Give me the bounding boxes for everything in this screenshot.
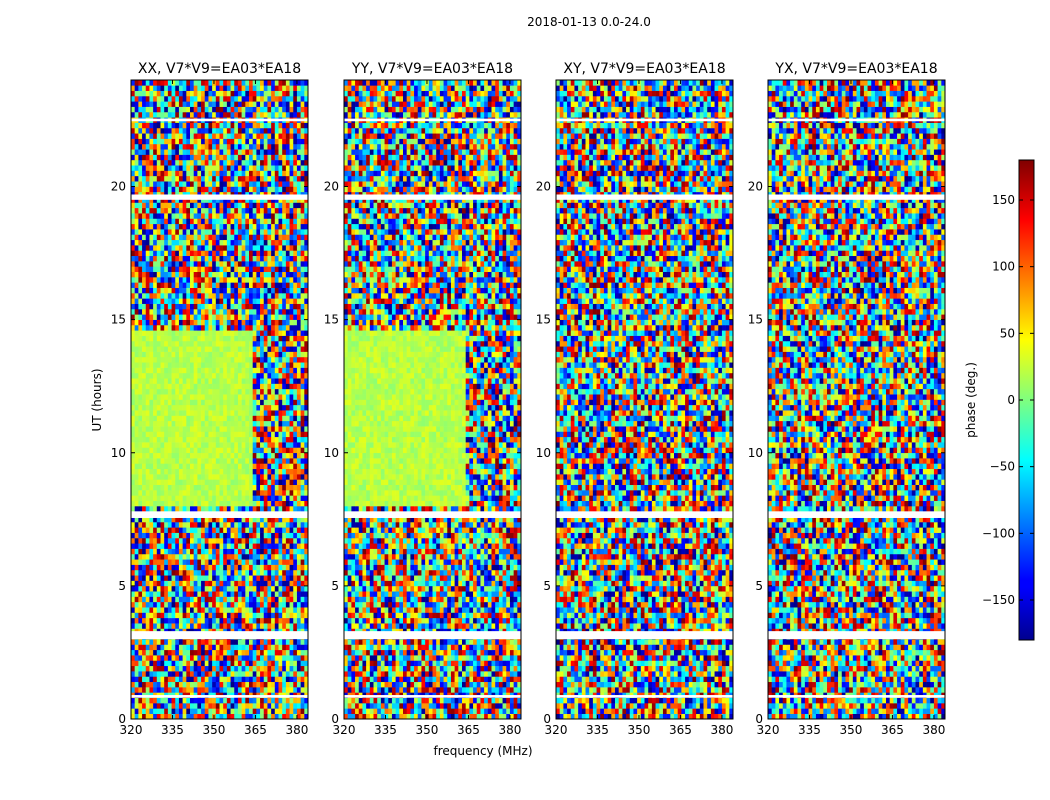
y-tick-label: 0 xyxy=(543,712,551,726)
panel-title: YY, V7*V9=EA03*EA18 xyxy=(351,61,513,77)
flagged-band xyxy=(344,695,521,698)
colorbar-tick-label: 100 xyxy=(992,260,1015,274)
y-tick-label: 5 xyxy=(118,579,126,593)
y-tick-label: 10 xyxy=(536,446,551,460)
colorbar-tick-label: 0 xyxy=(1007,393,1015,407)
x-tick-label: 335 xyxy=(161,723,184,737)
y-tick-label: 0 xyxy=(755,712,763,726)
flagged-band xyxy=(344,194,521,199)
y-tick-label: 5 xyxy=(755,579,763,593)
y-tick-label: 0 xyxy=(331,712,339,726)
flagged-band xyxy=(131,194,308,199)
y-tick-label: 20 xyxy=(324,180,339,194)
x-tick-label: 380 xyxy=(710,723,733,737)
flagged-band xyxy=(768,194,945,199)
y-tick-label: 10 xyxy=(748,446,763,460)
y-tick-label: 15 xyxy=(324,313,339,327)
y-tick-label: 10 xyxy=(111,446,126,460)
panel-title: YX, V7*V9=EA03*EA18 xyxy=(774,61,937,77)
flagged-band xyxy=(344,511,521,518)
colorbar-tick-label: 150 xyxy=(992,193,1015,207)
y-tick-label: 5 xyxy=(543,579,551,593)
x-tick-label: 365 xyxy=(669,723,692,737)
x-tick-label: 350 xyxy=(628,723,651,737)
flagged-band xyxy=(344,119,521,122)
x-tick-label: 380 xyxy=(498,723,521,737)
y-tick-label: 0 xyxy=(118,712,126,726)
x-tick-label: 350 xyxy=(203,723,226,737)
flagged-band xyxy=(768,631,945,639)
flagged-band xyxy=(556,194,733,199)
x-tick-label: 380 xyxy=(285,723,308,737)
flagged-band xyxy=(131,631,308,639)
flagged-band xyxy=(768,511,945,518)
x-tick-label: 335 xyxy=(586,723,609,737)
figure-suptitle: 2018-01-13 0.0-24.0 xyxy=(527,15,651,29)
colorbar-tick-label: −50 xyxy=(990,460,1015,474)
flagged-band xyxy=(131,511,308,518)
flagged-band xyxy=(131,119,308,122)
flagged-band xyxy=(556,511,733,518)
x-tick-label: 365 xyxy=(244,723,267,737)
colorbar-tick-label: −100 xyxy=(982,526,1015,540)
x-tick-label: 380 xyxy=(922,723,945,737)
flagged-band xyxy=(344,631,521,639)
x-tick-label: 350 xyxy=(840,723,863,737)
flagged-band xyxy=(131,695,308,698)
y-tick-label: 20 xyxy=(536,180,551,194)
phase-heatmap xyxy=(768,80,945,719)
colorbar-tick-label: −150 xyxy=(982,593,1015,607)
x-tick-label: 335 xyxy=(798,723,821,737)
x-tick-label: 335 xyxy=(374,723,397,737)
x-axis-label: frequency (MHz) xyxy=(433,744,532,758)
panel-title: XY, V7*V9=EA03*EA18 xyxy=(563,61,725,77)
phase-heatmap xyxy=(344,80,521,719)
y-tick-label: 20 xyxy=(748,180,763,194)
flagged-band xyxy=(556,631,733,639)
flagged-band xyxy=(768,695,945,698)
flagged-band xyxy=(556,695,733,698)
y-tick-label: 10 xyxy=(324,446,339,460)
colorbar: −150 −100 −50 0 50 100 150 xyxy=(982,160,1034,640)
phase-heatmap xyxy=(556,80,733,719)
y-tick-label: 15 xyxy=(536,313,551,327)
colorbar-tick-label: 50 xyxy=(1000,326,1015,340)
x-tick-label: 350 xyxy=(416,723,439,737)
phase-heatmap xyxy=(131,80,308,719)
y-tick-label: 15 xyxy=(111,313,126,327)
x-tick-label: 365 xyxy=(881,723,904,737)
colorbar-label: phase (deg.) xyxy=(964,362,978,438)
y-axis-label: UT (hours) xyxy=(90,368,104,431)
x-tick-label: 365 xyxy=(457,723,480,737)
flagged-band xyxy=(768,119,945,122)
panel-title: XX, V7*V9=EA03*EA18 xyxy=(138,61,301,77)
flagged-band xyxy=(556,119,733,122)
y-tick-label: 20 xyxy=(111,180,126,194)
y-tick-label: 15 xyxy=(748,313,763,327)
y-tick-label: 5 xyxy=(331,579,339,593)
